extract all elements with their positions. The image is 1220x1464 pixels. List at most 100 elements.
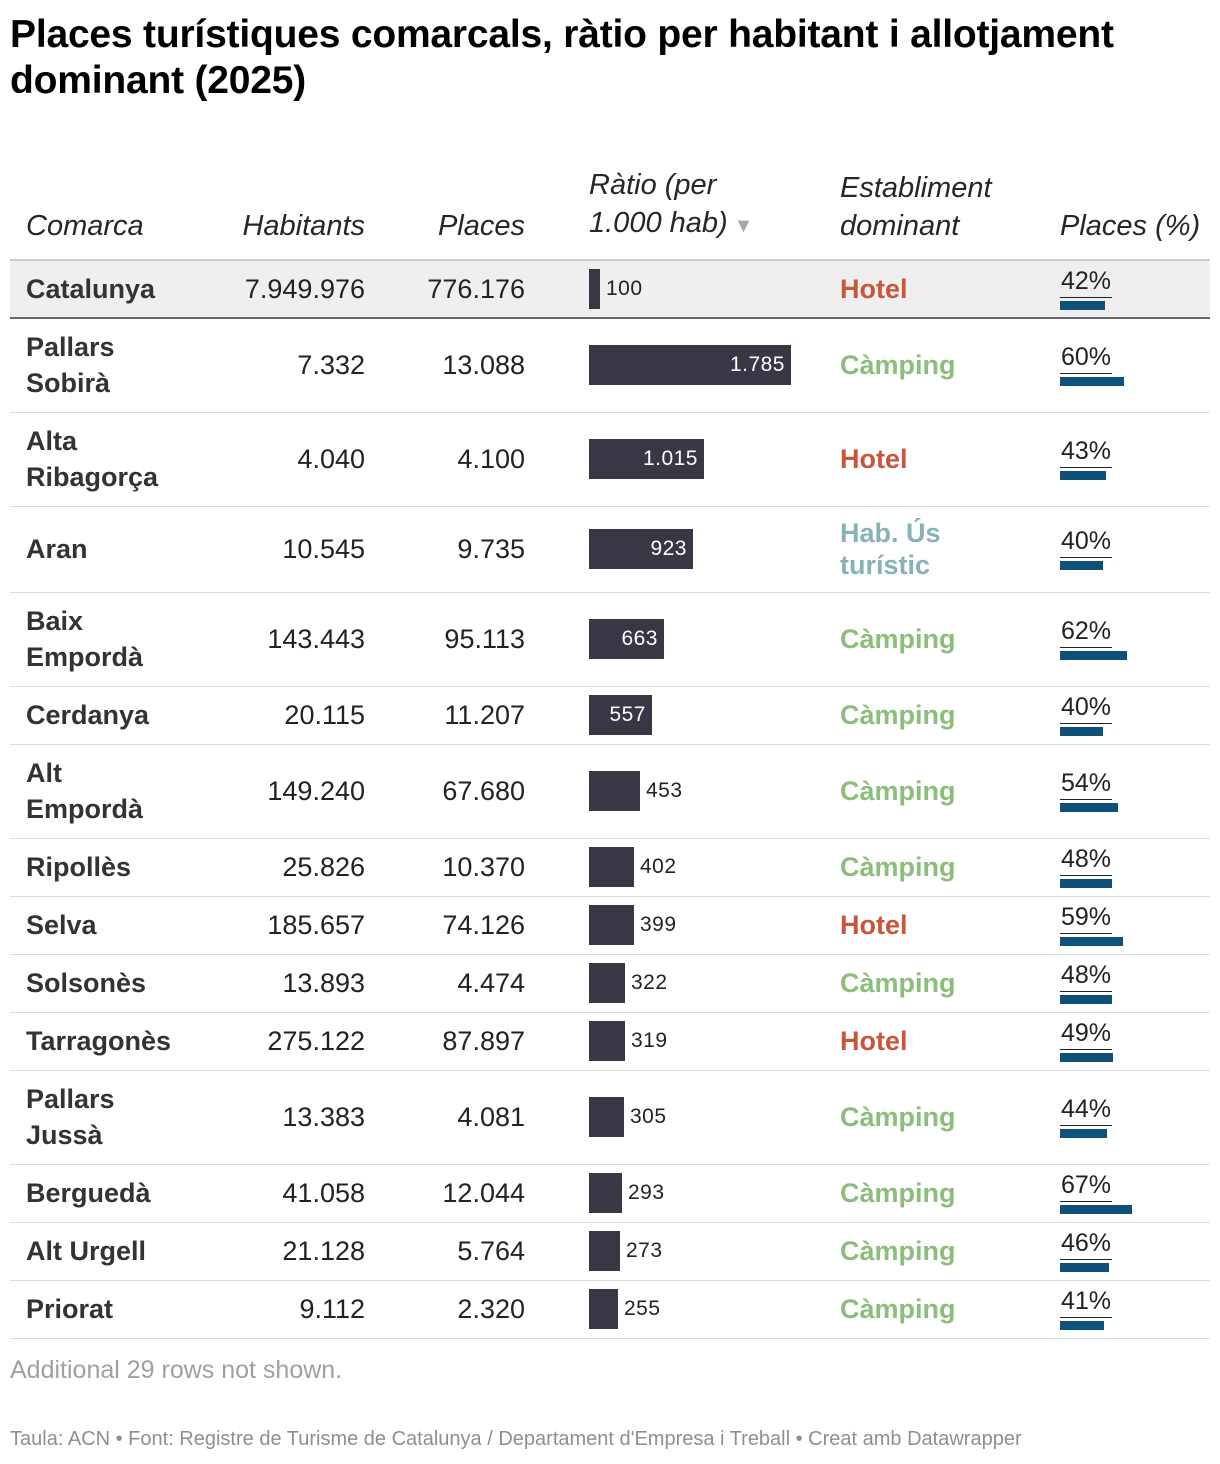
pct-bar xyxy=(1060,727,1103,736)
ratio-value-label: 293 xyxy=(628,1181,665,1204)
cell-places-pct: 62% xyxy=(1020,592,1210,687)
pct-bar xyxy=(1060,471,1106,480)
cell-ratio: 305 xyxy=(525,1070,790,1165)
table-row: Tarragonès 275.122 87.897 319 Hotel 49% xyxy=(10,1012,1210,1071)
cell-ratio: 319 xyxy=(525,1012,790,1071)
cell-ratio: 399 xyxy=(525,896,790,955)
cell-comarca: Solsonès xyxy=(10,954,210,1013)
cell-places: 12.044 xyxy=(365,1164,525,1223)
cell-establiment: Càmping xyxy=(790,318,1020,413)
pct-bar xyxy=(1060,879,1112,888)
cell-establiment: Hab. Ús turístic xyxy=(790,506,1020,593)
cell-ratio: 255 xyxy=(525,1280,790,1339)
establiment-label: Càmping xyxy=(840,968,956,998)
pct-value-label: 40% xyxy=(1060,525,1113,558)
cell-habitants: 185.657 xyxy=(210,896,365,955)
cell-comarca: Tarragonès xyxy=(10,1012,210,1071)
cell-places: 74.126 xyxy=(365,896,525,955)
cell-places-pct: 41% xyxy=(1020,1280,1210,1339)
cell-establiment: Càmping xyxy=(790,1070,1020,1165)
establiment-label: Càmping xyxy=(840,776,956,806)
cell-comarca: Pallars Sobirà xyxy=(10,318,210,413)
cell-establiment: Càmping xyxy=(790,686,1020,745)
pct-value-label: 48% xyxy=(1060,843,1113,876)
cell-comarca: Priorat xyxy=(10,1280,210,1339)
ratio-value-label: 1.015 xyxy=(642,447,698,470)
column-header-habitants[interactable]: Habitants xyxy=(210,160,365,261)
pct-value-label: 48% xyxy=(1060,959,1113,992)
ratio-value-label: 663 xyxy=(621,627,658,650)
establiment-label: Càmping xyxy=(840,1178,956,1208)
pct-value-label: 62% xyxy=(1060,615,1113,648)
column-header-comarca[interactable]: Comarca xyxy=(10,160,210,261)
data-table: Comarca Habitants Places Ràtio (per 1.00… xyxy=(10,160,1210,1339)
cell-places: 4.081 xyxy=(365,1070,525,1165)
ratio-bar xyxy=(589,963,625,1003)
pct-value-label: 42% xyxy=(1060,265,1113,298)
cell-comarca: Catalunya xyxy=(10,260,210,319)
establiment-label: Càmping xyxy=(840,1294,956,1324)
source-footer: Taula: ACN • Font: Registre de Turisme d… xyxy=(10,1428,1022,1450)
table-row: Selva 185.657 74.126 399 Hotel 59% xyxy=(10,896,1210,955)
cell-ratio: 293 xyxy=(525,1164,790,1223)
column-header-places-pct[interactable]: Places (%) xyxy=(1020,160,1210,261)
cell-places-pct: 42% xyxy=(1020,260,1210,319)
cell-places-pct: 60% xyxy=(1020,318,1210,413)
table-row: Baix Empordà 143.443 95.113 663 Càmping 62% xyxy=(10,592,1210,687)
cell-comarca: Aran xyxy=(10,506,210,593)
table-header-row: Comarca Habitants Places Ràtio (per 1.00… xyxy=(10,160,1210,261)
cell-ratio: 663 xyxy=(525,592,790,687)
ratio-value-label: 402 xyxy=(640,855,677,878)
cell-habitants: 9.112 xyxy=(210,1280,365,1339)
ratio-bar xyxy=(589,345,791,386)
ratio-value-label: 399 xyxy=(640,913,677,936)
establiment-label: Càmping xyxy=(840,700,956,730)
pct-value-label: 40% xyxy=(1060,691,1113,724)
cell-habitants: 41.058 xyxy=(210,1164,365,1223)
table-row: Pallars Sobirà 7.332 13.088 1.785 Càmping 60% xyxy=(10,318,1210,413)
column-header-places[interactable]: Places xyxy=(365,160,525,261)
ratio-bar xyxy=(589,1021,625,1061)
column-header-establiment[interactable]: Establiment dominant xyxy=(790,160,1020,261)
cell-ratio: 402 xyxy=(525,838,790,897)
establiment-label: Hab. Ús turístic xyxy=(840,518,941,580)
ratio-value-label: 255 xyxy=(624,1297,661,1320)
ratio-value-label: 273 xyxy=(626,1239,663,1262)
ratio-bar xyxy=(589,695,652,735)
pct-bar xyxy=(1060,1263,1109,1272)
pct-bar xyxy=(1060,301,1105,310)
cell-ratio: 1.015 xyxy=(525,412,790,507)
pct-value-label: 44% xyxy=(1060,1093,1113,1126)
cell-habitants: 20.115 xyxy=(210,686,365,745)
table-row: Catalunya 7.949.976 776.176 100 Hotel 42% xyxy=(10,260,1210,319)
table-row: Alta Ribagorça 4.040 4.100 1.015 Hotel 43% xyxy=(10,412,1210,507)
ratio-value-label: 453 xyxy=(646,779,683,802)
cell-places: 4.100 xyxy=(365,412,525,507)
establiment-label: Càmping xyxy=(840,1102,956,1132)
cell-places: 13.088 xyxy=(365,318,525,413)
establiment-label: Hotel xyxy=(840,274,908,304)
cell-habitants: 149.240 xyxy=(210,744,365,839)
cell-establiment: Hotel xyxy=(790,260,1020,319)
pct-bar xyxy=(1060,377,1124,387)
cell-ratio: 322 xyxy=(525,954,790,1013)
cell-establiment: Hotel xyxy=(790,412,1020,507)
cell-ratio: 557 xyxy=(525,686,790,745)
cell-comarca: Pallars Jussà xyxy=(10,1070,210,1165)
ratio-value-label: 322 xyxy=(631,971,668,994)
cell-places-pct: 44% xyxy=(1020,1070,1210,1165)
cell-places: 2.320 xyxy=(365,1280,525,1339)
cell-comarca: Ripollès xyxy=(10,838,210,897)
table-row: Ripollès 25.826 10.370 402 Càmping 48% xyxy=(10,838,1210,897)
establiment-label: Hotel xyxy=(840,910,908,940)
cell-establiment: Càmping xyxy=(790,838,1020,897)
column-header-ratio[interactable]: Ràtio (per 1.000 hab) ▼ xyxy=(525,160,790,261)
cell-places-pct: 67% xyxy=(1020,1164,1210,1223)
establiment-label: Càmping xyxy=(840,350,956,381)
cell-places-pct: 46% xyxy=(1020,1222,1210,1281)
ratio-bar xyxy=(589,905,634,945)
cell-ratio: 100 xyxy=(525,260,790,319)
cell-places: 10.370 xyxy=(365,838,525,897)
cell-places: 776.176 xyxy=(365,260,525,319)
cell-habitants: 13.383 xyxy=(210,1070,365,1165)
